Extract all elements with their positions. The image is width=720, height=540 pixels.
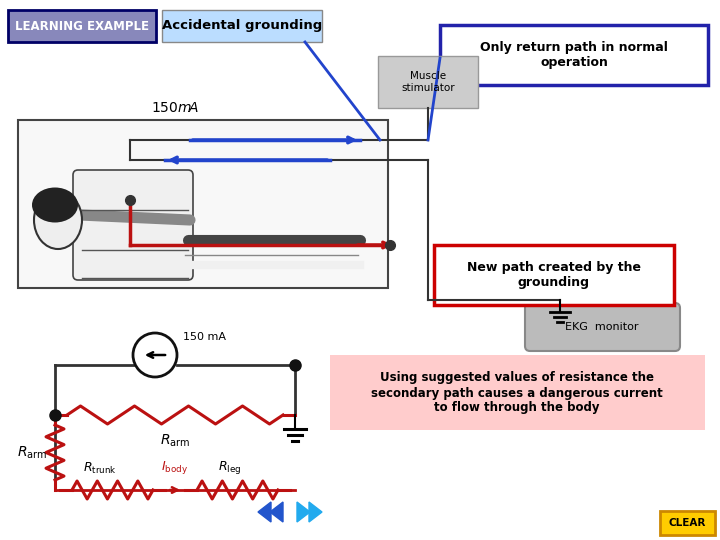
FancyBboxPatch shape xyxy=(73,170,193,280)
FancyBboxPatch shape xyxy=(440,25,708,85)
Text: $R_{\rm leg}$: $R_{\rm leg}$ xyxy=(218,459,242,476)
Text: Accidental grounding: Accidental grounding xyxy=(162,19,322,32)
Ellipse shape xyxy=(34,191,82,249)
Text: $R_{\rm arm}$: $R_{\rm arm}$ xyxy=(160,433,190,449)
Text: $I_{\rm body}$: $I_{\rm body}$ xyxy=(161,459,189,476)
Text: Muscle
stimulator: Muscle stimulator xyxy=(401,71,455,93)
Text: EKG  monitor: EKG monitor xyxy=(565,322,639,332)
FancyBboxPatch shape xyxy=(162,10,322,42)
Text: $R_{\rm trunk}$: $R_{\rm trunk}$ xyxy=(83,461,117,476)
FancyBboxPatch shape xyxy=(18,120,388,288)
Text: CLEAR: CLEAR xyxy=(668,518,706,528)
Text: 150 mA: 150 mA xyxy=(183,332,226,342)
Text: New path created by the
grounding: New path created by the grounding xyxy=(467,261,641,289)
Ellipse shape xyxy=(32,187,78,222)
FancyBboxPatch shape xyxy=(525,303,680,351)
Polygon shape xyxy=(309,502,322,522)
FancyBboxPatch shape xyxy=(660,511,715,535)
Text: $R_{\rm arm}$: $R_{\rm arm}$ xyxy=(17,444,47,461)
Text: Using suggested values of resistance the
secondary path causes a dangerous curre: Using suggested values of resistance the… xyxy=(371,372,663,415)
Polygon shape xyxy=(297,502,310,522)
Polygon shape xyxy=(270,502,283,522)
Text: LEARNING EXAMPLE: LEARNING EXAMPLE xyxy=(15,19,149,32)
Circle shape xyxy=(133,333,177,377)
FancyBboxPatch shape xyxy=(330,355,705,430)
FancyBboxPatch shape xyxy=(434,245,674,305)
Text: $150m\!A$: $150m\!A$ xyxy=(151,101,199,115)
Text: Only return path in normal
operation: Only return path in normal operation xyxy=(480,41,668,69)
Polygon shape xyxy=(258,502,271,522)
FancyBboxPatch shape xyxy=(8,10,156,42)
FancyBboxPatch shape xyxy=(378,56,478,108)
